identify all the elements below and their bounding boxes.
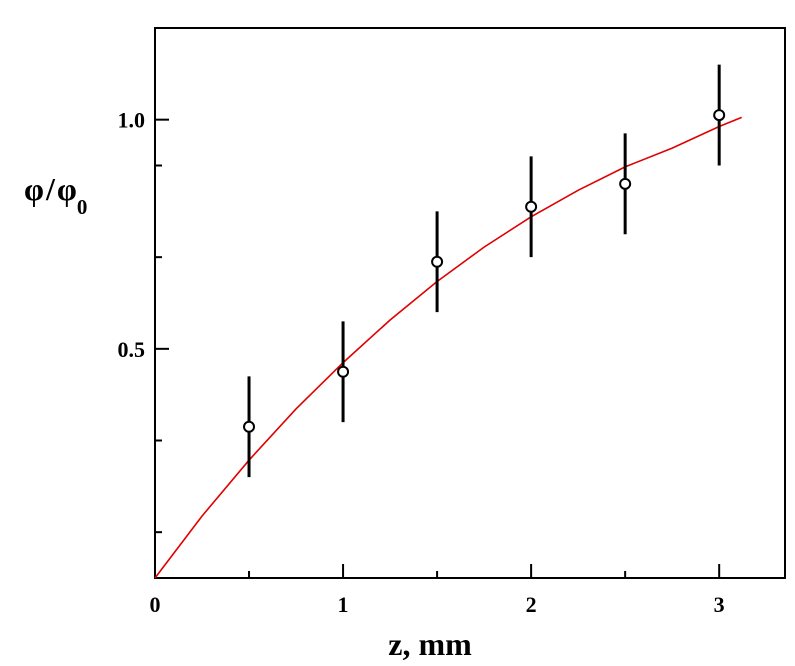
y-axis-label-subscript: 0 <box>77 195 88 219</box>
data-point <box>619 177 632 190</box>
y-axis-ticks: 0.5 1.0 <box>118 108 169 534</box>
fit-curve-layer <box>154 116 742 579</box>
y-axis-label-denominator: φ <box>57 171 77 207</box>
x-tick-label: 1 <box>338 592 349 617</box>
data-point <box>713 109 726 122</box>
x-tick-label: 3 <box>714 592 725 617</box>
x-axis-ticks: 0 1 2 3 <box>150 564 725 617</box>
y-axis-label-slash: / <box>45 171 56 207</box>
x-tick-label: 2 <box>526 592 537 617</box>
y-tick-label: 1.0 <box>118 108 146 133</box>
plot-frame <box>154 27 786 579</box>
data-point <box>525 200 538 213</box>
y-tick-label: 0.5 <box>118 337 146 362</box>
x-tick-label: 0 <box>150 592 161 617</box>
svg-text:φ/φ0: φ/φ0 <box>24 171 87 219</box>
y-axis-label: φ/φ0 <box>24 171 87 219</box>
data-points-layer <box>243 64 726 478</box>
fit-curve <box>154 116 742 579</box>
x-axis-label: z, mm <box>388 626 472 662</box>
data-point <box>337 365 350 378</box>
data-point <box>431 255 444 268</box>
data-point <box>243 420 256 433</box>
y-axis-label-symbol: φ <box>24 171 44 207</box>
